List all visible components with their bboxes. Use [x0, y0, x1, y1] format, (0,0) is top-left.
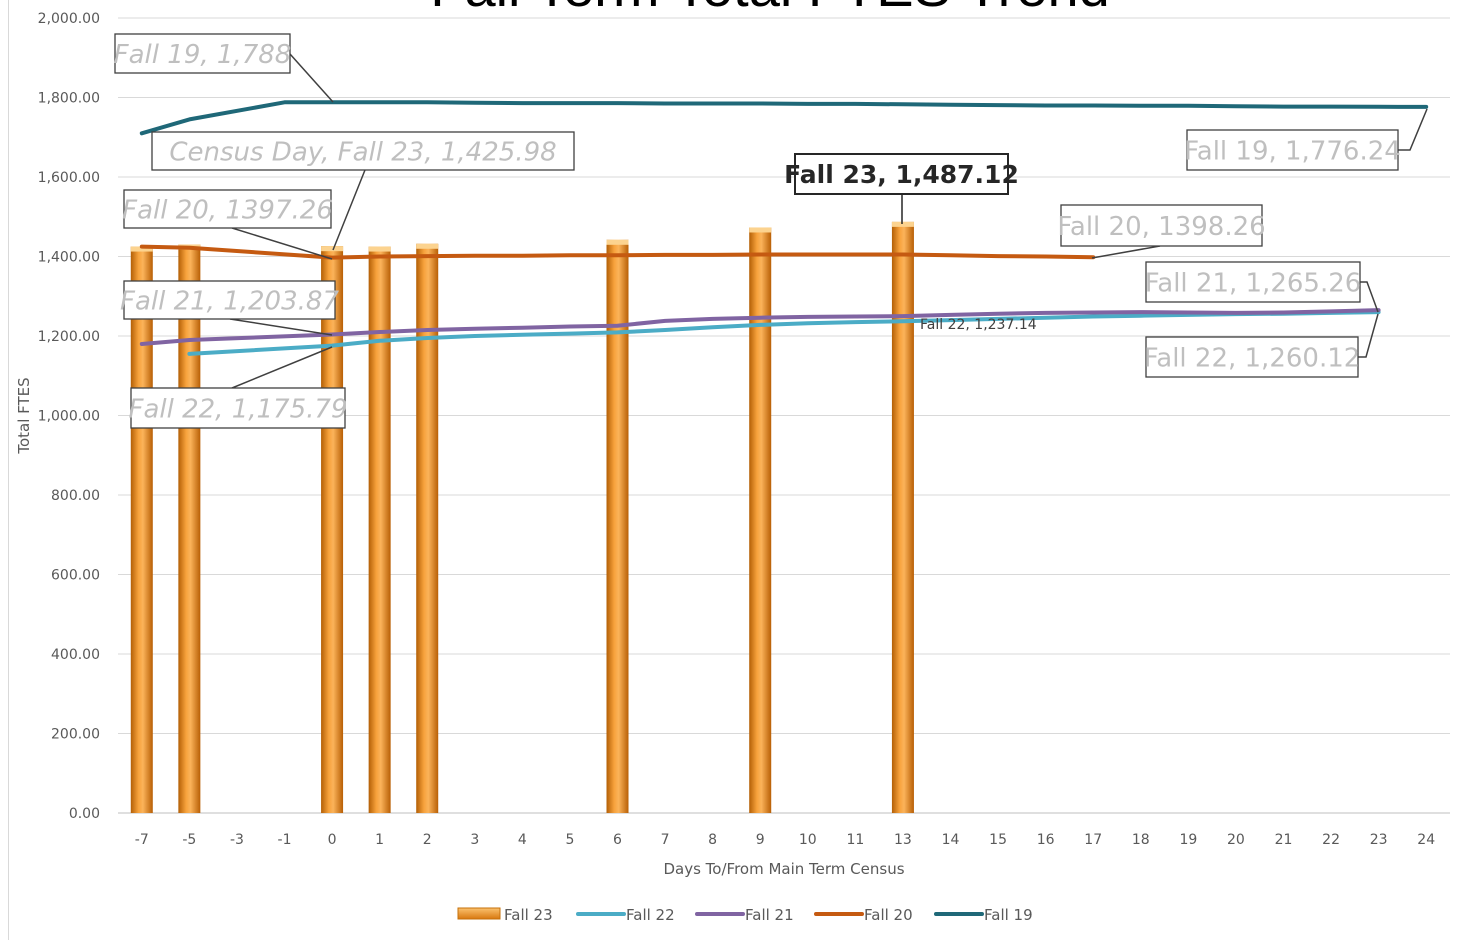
legend-label: Fall 23: [504, 906, 553, 924]
bar-fall-23: [178, 244, 201, 813]
chart-frame-border: [8, 0, 9, 940]
callout-label: Fall 19, 1,776.24: [1184, 136, 1401, 166]
y-tick-label: 600.00: [51, 568, 100, 584]
y-tick-label: 1,800.00: [38, 91, 100, 107]
line-fall-20: [139, 244, 1096, 260]
callout-label: Fall 20, 1398.26: [1057, 212, 1265, 242]
x-tick-label: 11: [846, 832, 864, 848]
bar-cap: [891, 221, 914, 227]
chart-title: Fall Term Total FTES Trend: [430, 0, 1110, 18]
y-tick-label: 1,200.00: [38, 329, 100, 345]
callout-box: [114, 33, 291, 74]
x-tick-label: 6: [613, 832, 622, 848]
legend-label: Fall 21: [745, 906, 794, 924]
y-tick-label: 0.00: [69, 806, 100, 822]
data-label: Fall 22, 1,237.14: [920, 317, 1037, 333]
x-tick-label: 4: [518, 832, 527, 848]
legend-label: Fall 22: [626, 906, 675, 924]
x-tick-label: -3: [230, 832, 244, 848]
callout-leader-line: [289, 53, 334, 103]
callout-leader-line: [1360, 281, 1379, 313]
callout-box: [1145, 336, 1359, 378]
x-tick-label: 0: [328, 832, 337, 848]
legend-label: Fall 19: [984, 906, 1033, 924]
callout-leader-line: [1091, 245, 1161, 259]
callout-box: [123, 280, 336, 320]
bar-fall-23: [130, 246, 153, 813]
bar-cap: [130, 246, 153, 252]
bar-cap: [368, 246, 391, 252]
x-tick-label: 9: [756, 832, 765, 848]
callout-box: [1186, 129, 1399, 171]
bar-fall-23: [416, 243, 439, 813]
callout-leader-line: [332, 169, 366, 251]
callout-leader-line: [1398, 108, 1428, 151]
line-fall-21: [139, 308, 1381, 346]
callout-label: Fall 23, 1,487.12: [784, 160, 1019, 189]
x-tick-label: 17: [1084, 832, 1102, 848]
bar-cap: [606, 239, 629, 245]
x-tick-label: 2: [423, 832, 432, 848]
x-tick-label: 7: [661, 832, 670, 848]
x-axis-title: Days To/From Main Term Census: [663, 860, 904, 878]
x-tick-label: 8: [708, 832, 717, 848]
callout-leader-line: [229, 318, 333, 336]
x-tick-label: 24: [1417, 832, 1435, 848]
callout-label: Fall 20, 1397.26: [122, 195, 333, 225]
callout-leader-line: [231, 346, 333, 389]
callout-label: Fall 21, 1,265.26: [1145, 268, 1362, 298]
x-tick-label: -1: [278, 832, 292, 848]
callout-label: Census Day, Fall 23, 1,425.98: [169, 137, 556, 167]
x-tick-label: 14: [942, 832, 960, 848]
legend-label: Fall 20: [864, 906, 913, 924]
y-tick-label: 1,000.00: [38, 409, 100, 425]
bar-fall-23: [606, 239, 629, 813]
bar-fall-23: [368, 246, 391, 813]
callout-box: [151, 131, 575, 171]
bar-cap: [416, 243, 439, 249]
callout-box: [130, 387, 346, 429]
legend-swatch-bar: [457, 907, 501, 920]
callout-leader-line: [1358, 313, 1379, 358]
x-tick-label: -5: [182, 832, 196, 848]
line-fall-22: [187, 310, 1381, 356]
x-tick-label: 22: [1322, 832, 1340, 848]
y-tick-label: 400.00: [51, 647, 100, 663]
x-tick-label: 5: [565, 832, 574, 848]
bar-fall-23: [891, 221, 914, 813]
x-tick-label: 15: [989, 832, 1007, 848]
y-axis-title: Total FTES: [15, 377, 33, 454]
x-tick-label: 20: [1227, 832, 1245, 848]
bar-fall-23: [749, 227, 772, 814]
x-tick-label: 23: [1370, 832, 1388, 848]
y-tick-label: 200.00: [51, 727, 100, 743]
x-tick-label: 10: [799, 832, 817, 848]
x-tick-label: 19: [1179, 832, 1197, 848]
x-tick-label: 1: [375, 832, 384, 848]
y-tick-label: 1,400.00: [38, 250, 100, 266]
callout-label: Fall 22, 1,175.79: [129, 394, 348, 424]
x-tick-label: -7: [135, 832, 149, 848]
bar-cap: [321, 246, 344, 252]
callout-label: Fall 21, 1,203.87: [120, 286, 339, 316]
x-tick-label: 16: [1037, 832, 1055, 848]
bar-fall-23: [321, 246, 344, 813]
x-tick-label: 21: [1275, 832, 1293, 848]
callout-label: Fall 22, 1,260.12: [1144, 343, 1361, 373]
callout-leader-line: [231, 227, 333, 260]
callout-box: [794, 153, 1009, 195]
callout-label: Fall 19, 1,788: [114, 40, 292, 70]
y-tick-label: 1,600.00: [38, 170, 100, 186]
callout-box: [123, 189, 332, 229]
line-fall-19: [139, 100, 1429, 136]
x-tick-label: 18: [1132, 832, 1150, 848]
bar-cap: [749, 227, 772, 233]
x-tick-label: 3: [470, 832, 479, 848]
y-tick-label: 2,000.00: [38, 11, 100, 27]
x-tick-label: 13: [894, 832, 912, 848]
y-tick-label: 800.00: [51, 488, 100, 504]
callout-box: [1145, 261, 1361, 303]
callout-box: [1060, 204, 1263, 247]
